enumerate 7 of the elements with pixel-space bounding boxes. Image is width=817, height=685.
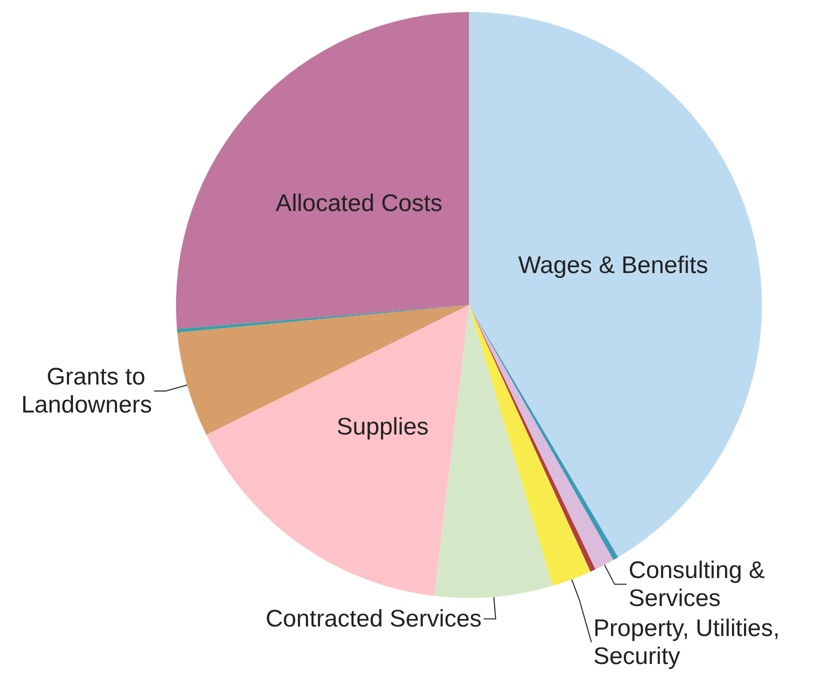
slice-label: Allocated Costs [276, 190, 442, 218]
slice-label: Consulting & Services [628, 556, 772, 612]
slice-label: Grants to Landowners [21, 363, 152, 418]
slice-label: Contracted Services [266, 605, 482, 632]
slice-label: Property, Utilities, Security [593, 614, 786, 670]
slice-label: Supplies [336, 414, 429, 441]
slice-label: Wages & Benefits [518, 252, 708, 280]
